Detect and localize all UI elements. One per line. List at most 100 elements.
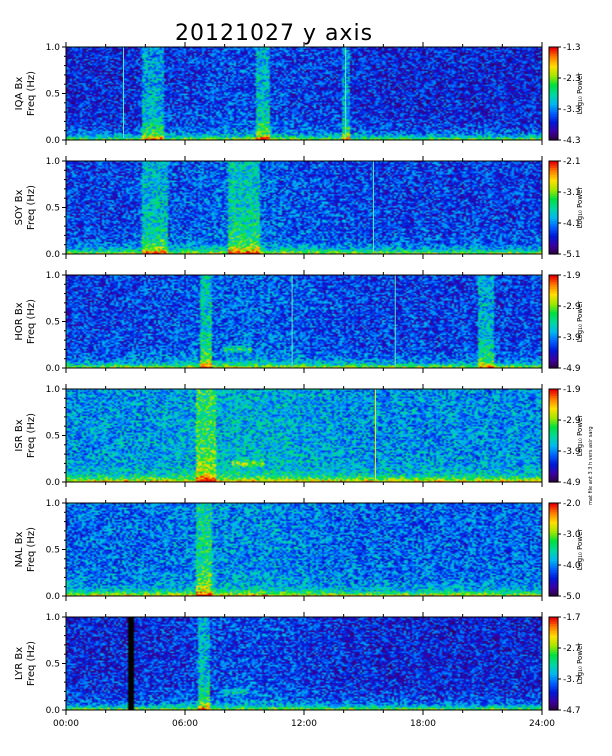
colorbar-segment [549, 626, 558, 630]
y-axis-label-line: IQA Bx [14, 77, 25, 111]
colorbar-label: Log₁₀ Power [576, 187, 584, 229]
colorbar-tick-label: -3.3 [563, 105, 581, 115]
colorbar-segment [549, 198, 558, 202]
colorbar-segment [549, 344, 558, 348]
colorbar-frame [548, 502, 559, 597]
colorbar-segment [549, 419, 558, 423]
colorbar-segment [549, 84, 558, 88]
y-tick-label: 0.5 [46, 546, 60, 556]
y-tick-label: 1.0 [46, 499, 61, 509]
colorbar-segment [549, 577, 558, 581]
colorbar-segment [549, 342, 558, 346]
colorbar-frame [548, 616, 559, 711]
y-tick-label: 0.0 [46, 136, 61, 146]
colorbar-tick-label: -2.9 [563, 416, 581, 426]
colorbar-segment [549, 128, 558, 132]
colorbar-segment [549, 703, 558, 706]
colorbar-frame [548, 46, 559, 141]
colorbar-segment [549, 330, 558, 334]
colorbar-segment [549, 644, 558, 648]
colorbar-label: Log₁₀ Power [576, 415, 584, 457]
colorbar-segment [549, 302, 558, 306]
colorbar-segment [549, 279, 558, 283]
colorbar-segment [549, 465, 558, 469]
colorbar-segment [549, 102, 558, 106]
colorbar-segment [549, 165, 558, 169]
x-tick-label: 00:00 [53, 719, 79, 729]
colorbar-segment [549, 88, 558, 92]
colorbar-segment [549, 689, 558, 692]
colorbar-segment [549, 507, 558, 511]
colorbar-segment [549, 114, 558, 118]
colorbar-segment [549, 433, 558, 437]
colorbar-segment [549, 428, 558, 432]
colorbar-segment [549, 314, 558, 318]
colorbar-tick-label: -4.9 [563, 478, 581, 488]
colorbar-segment [549, 247, 558, 250]
colorbar-segment [549, 249, 558, 253]
colorbar-segment [549, 642, 558, 646]
colorbar-segment [549, 123, 558, 127]
colorbar-segment [549, 363, 558, 367]
colorbar-segment [549, 300, 558, 304]
colorbar-tick-label: -1.9 [563, 385, 581, 395]
colorbar-segment [549, 349, 558, 353]
colorbar-tick-label: -4.7 [563, 706, 581, 716]
colorbar-segment [549, 226, 558, 230]
colorbar-segment [549, 347, 558, 350]
colorbar-segment [549, 237, 558, 241]
colorbar-segment [549, 389, 558, 392]
colorbar-segment [549, 435, 558, 439]
y-tick-label: 1.0 [46, 613, 61, 623]
colorbar-segment [549, 414, 558, 418]
colorbar-segment [549, 321, 558, 325]
colorbar-segment [549, 70, 558, 74]
colorbar-tick-label: -4.3 [563, 136, 581, 146]
colorbar-segment [549, 665, 558, 669]
colorbar-segment [549, 351, 558, 355]
colorbar-segment [549, 191, 558, 195]
y-axis-label-line: Freq (Hz) [26, 413, 37, 458]
panel-soy-bx: 0.0 0.5 1.0 SOY Bx Freq (Hz) -2.1 -3.1 -4.1 -5.1… [14, 156, 584, 260]
colorbar-segment [549, 235, 558, 239]
colorbar-segment [549, 135, 558, 139]
colorbar-segment [549, 544, 558, 548]
colorbar-segment [549, 584, 558, 588]
colorbar-segment [549, 326, 558, 330]
colorbar-segment [549, 77, 558, 81]
colorbar-segment [549, 323, 558, 327]
x-tick-label: 06:00 [172, 719, 198, 729]
colorbar-segment [549, 167, 558, 171]
colorbar-segment [549, 212, 558, 216]
colorbar-segment [549, 554, 558, 558]
colorbar-segment [549, 328, 558, 332]
y-axis-label: NAL Bx Freq (Hz) [14, 527, 37, 572]
colorbar-segment [549, 479, 558, 483]
colorbar-segment [549, 47, 558, 50]
y-axis-label: HOR Bx Freq (Hz) [14, 299, 37, 344]
colorbar-segment [549, 707, 558, 711]
colorbar-segment [549, 549, 558, 553]
colorbar-segment [549, 617, 558, 620]
spectrogram-image [66, 161, 542, 254]
colorbar-segment [549, 195, 558, 199]
y-axis-label-line: Freq (Hz) [26, 641, 37, 686]
colorbar-segment [549, 281, 558, 285]
colorbar-segment [549, 621, 558, 625]
colorbar-segment [549, 442, 558, 446]
colorbar-segment [549, 582, 558, 585]
colorbar-segment [549, 72, 558, 76]
y-axis-label: SOY Bx Freq (Hz) [14, 185, 37, 230]
colorbar-tick-label: -3.7 [563, 675, 581, 685]
colorbar-segment [549, 672, 558, 676]
colorbar-segment [549, 356, 558, 360]
colorbar-segment [549, 184, 558, 188]
colorbar-segment [549, 542, 558, 546]
colorbar-tick-label: -3.9 [563, 447, 581, 457]
colorbar-tick-label: -5.0 [563, 592, 581, 602]
colorbar-segment [549, 630, 558, 634]
colorbar-segment [549, 430, 558, 434]
y-axis-label-line: NAL Bx [14, 531, 25, 567]
colorbar-segment [549, 284, 558, 288]
colorbar-segment [549, 705, 558, 709]
